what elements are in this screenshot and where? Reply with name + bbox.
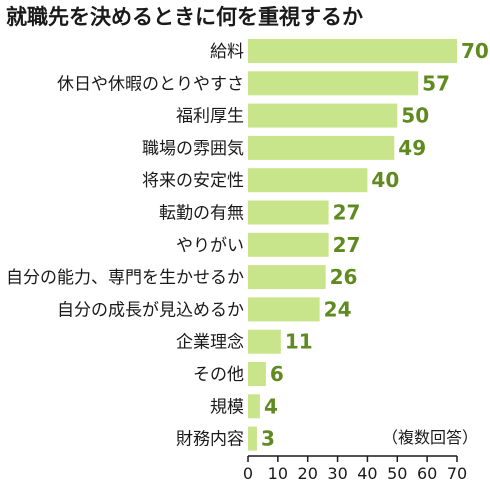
bar bbox=[248, 394, 260, 419]
bars-group: 給料 70 休日や休暇のとりやすさ 57 福利厚生 50 職場の雰囲気 49 将来の安定性 40 転… bbox=[6, 39, 489, 451]
value-label: 3 bbox=[261, 427, 275, 451]
value-label: 27 bbox=[333, 201, 361, 225]
category-label: 転勤の有無 bbox=[159, 204, 244, 224]
x-tick-label: 40 bbox=[357, 464, 377, 483]
value-label: 11 bbox=[285, 330, 313, 354]
bar bbox=[248, 362, 266, 386]
category-label: 福利厚生 bbox=[176, 107, 244, 127]
x-tick-label: 20 bbox=[298, 464, 318, 483]
bar bbox=[248, 135, 395, 160]
chart-title: 就職先を決めるときに何を重視するか bbox=[6, 5, 363, 29]
x-tick-label: 0 bbox=[243, 464, 253, 483]
x-tick-label: 50 bbox=[387, 464, 407, 483]
value-label: 24 bbox=[324, 297, 352, 321]
category-label: 企業理念 bbox=[176, 332, 244, 353]
category-label: 将来の安定性 bbox=[142, 171, 244, 191]
value-label: 27 bbox=[333, 233, 361, 257]
value-label: 70 bbox=[461, 39, 489, 63]
category-label: 休日や休暇のとりやすさ bbox=[57, 74, 244, 94]
value-label: 57 bbox=[422, 71, 450, 95]
category-label: 自分の成長が見込めるか bbox=[57, 300, 244, 320]
value-label: 4 bbox=[264, 394, 278, 418]
x-tick-label: 70 bbox=[447, 464, 467, 483]
value-label: 40 bbox=[371, 168, 399, 192]
bar bbox=[248, 232, 329, 257]
bar bbox=[248, 168, 368, 193]
chart-note: （複数回答） bbox=[382, 428, 478, 447]
bar bbox=[248, 297, 320, 322]
category-label: 財務内容 bbox=[176, 430, 244, 450]
x-tick-label: 60 bbox=[417, 464, 437, 483]
bar bbox=[248, 71, 419, 96]
x-tick-label: 10 bbox=[268, 464, 288, 483]
bar bbox=[248, 103, 398, 128]
category-label: 規模 bbox=[210, 397, 244, 417]
value-label: 6 bbox=[270, 362, 284, 386]
bar bbox=[248, 39, 457, 63]
bar bbox=[248, 200, 329, 225]
bar bbox=[248, 329, 281, 354]
x-ticks-group: 0 10 20 30 40 50 60 70 bbox=[243, 456, 467, 483]
bar bbox=[248, 426, 257, 451]
category-label: 給料 bbox=[210, 42, 244, 62]
category-label: 職場の雰囲気 bbox=[142, 139, 244, 159]
bar bbox=[248, 265, 326, 290]
category-label: その他 bbox=[193, 365, 244, 385]
category-label: 自分の能力、専門を生かせるか bbox=[6, 268, 244, 288]
value-label: 50 bbox=[401, 104, 429, 128]
x-tick-label: 30 bbox=[327, 464, 347, 483]
value-label: 26 bbox=[330, 265, 358, 289]
category-label: やりがい bbox=[176, 236, 244, 256]
value-label: 49 bbox=[398, 136, 426, 160]
